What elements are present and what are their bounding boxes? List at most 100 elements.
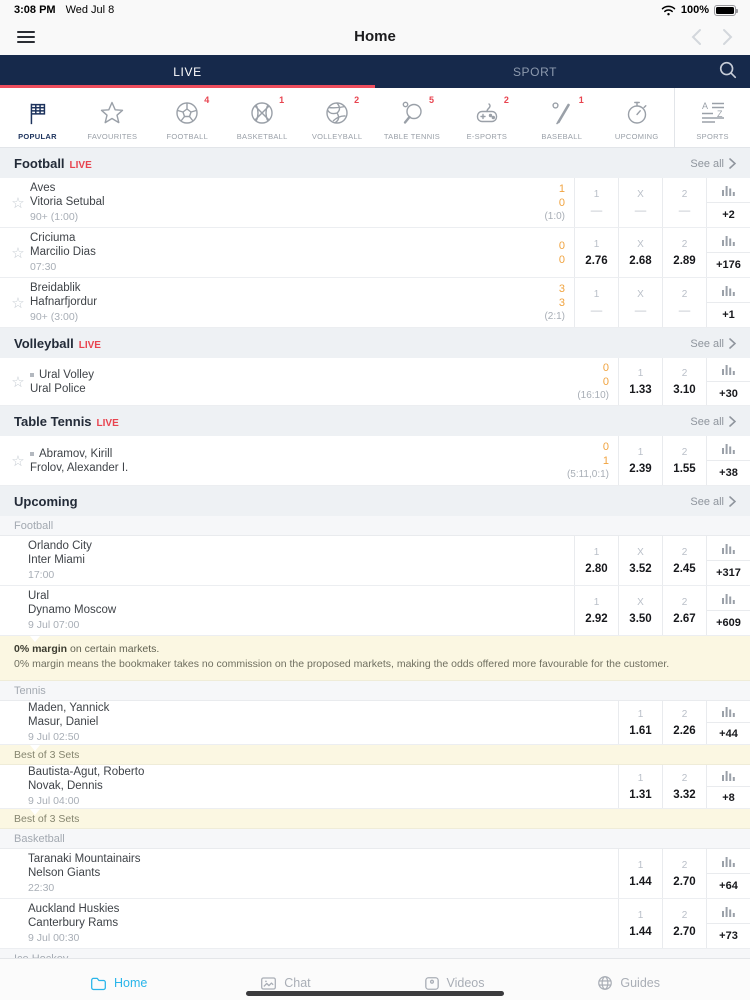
more-markets-button[interactable]: +64 xyxy=(706,849,750,898)
odds-2[interactable]: 2 2.45 xyxy=(662,536,706,585)
match-row[interactable]: ☆ Breidablik Hafnarfjordur 90+ (3:00) 3 … xyxy=(0,278,750,328)
markets-chart-icon xyxy=(707,178,750,203)
see-all-link[interactable]: See all xyxy=(690,158,736,170)
odds-1[interactable]: 1— xyxy=(574,178,618,227)
category-favourites[interactable]: FAVOURITES xyxy=(75,88,150,147)
match-row[interactable]: Bautista-Agut, Roberto Novak, Dennis 9 J… xyxy=(0,765,750,809)
team-home: Auckland Huskies xyxy=(28,903,120,915)
favourite-star-icon[interactable]: ☆ xyxy=(11,294,25,312)
category-volleyball[interactable]: 2 VOLLEYBALL xyxy=(311,94,363,141)
category-football[interactable]: 4 FOOTBALL xyxy=(166,94,210,141)
tab-guides[interactable]: Guides xyxy=(597,966,660,1000)
match-time: 9 Jul 00:30 xyxy=(28,932,80,944)
match-row[interactable]: Maden, Yannick Masur, Daniel 9 Jul 02:50… xyxy=(0,701,750,745)
more-markets-button[interactable]: +8 xyxy=(706,765,750,808)
odds-1[interactable]: 1 1.33 xyxy=(618,358,662,405)
more-markets-button[interactable]: +30 xyxy=(706,358,750,405)
odds-x[interactable]: X 3.50 xyxy=(618,586,662,635)
tab-home[interactable]: Home xyxy=(90,966,147,1000)
zero-margin-note: 0% margin on certain markets. 0% margin … xyxy=(0,636,750,681)
see-all-link[interactable]: See all xyxy=(690,338,736,350)
odds-2[interactable]: 2 2.67 xyxy=(662,586,706,635)
markets-chart-icon xyxy=(707,765,750,787)
bottom-tab-bar: Home Chat Videos Guides xyxy=(0,958,750,1000)
category-upcoming[interactable]: UPCOMING xyxy=(599,88,674,147)
favourite-star-icon[interactable]: ☆ xyxy=(11,244,25,262)
match-row[interactable]: ☆ Aves Vitoria Setubal 90+ (1:00) 1 0 (1… xyxy=(0,178,750,228)
note-caret xyxy=(30,636,40,642)
team-home: Orlando City xyxy=(28,540,92,552)
odds-x[interactable]: X — xyxy=(618,278,662,327)
match-row[interactable]: Ural Dynamo Moscow 9 Jul 07:00 1 2.92 X 3.… xyxy=(0,586,750,636)
odds-2[interactable]: 2 2.89 xyxy=(662,228,706,277)
gamepad-icon: 2 xyxy=(473,95,509,128)
markets-count: +609 xyxy=(716,617,741,629)
odds-1[interactable]: 1— xyxy=(574,278,618,327)
back-chevron-icon[interactable] xyxy=(690,28,702,46)
odds-x[interactable]: X — xyxy=(618,178,662,227)
category-popular[interactable]: POPULAR xyxy=(0,88,75,147)
match-row[interactable]: Orlando City Inter Miami 17:00 1 2.80 X 3.… xyxy=(0,536,750,586)
odds-2[interactable]: 2 2.70 xyxy=(662,899,706,948)
match-row[interactable]: Auckland Huskies Canterbury Rams 9 Jul 0… xyxy=(0,899,750,949)
more-markets-button[interactable]: +317 xyxy=(706,536,750,585)
tab-sport[interactable]: SPORT xyxy=(512,64,558,79)
battery-icon xyxy=(714,4,738,16)
team-home: Criciuma xyxy=(30,232,76,244)
odds-2[interactable]: 2 3.32 xyxy=(662,765,706,808)
odds-x[interactable]: X 2.68 xyxy=(618,228,662,277)
more-markets-button[interactable]: +176 xyxy=(706,228,750,277)
markets-chart-icon xyxy=(707,701,750,723)
odds-2[interactable]: 2 2.26 xyxy=(662,701,706,744)
see-all-link[interactable]: See all xyxy=(690,416,736,428)
odds-1[interactable]: 1 2.76 xyxy=(574,228,618,277)
see-all-link[interactable]: See all xyxy=(690,496,736,508)
category-esports[interactable]: 2 E-SPORTS xyxy=(466,94,509,141)
sport-subheader-football: Football xyxy=(0,516,750,536)
more-markets-button[interactable]: +1 xyxy=(706,278,750,327)
more-markets-button[interactable]: +609 xyxy=(706,586,750,635)
more-markets-button[interactable]: +73 xyxy=(706,899,750,948)
odds-2[interactable]: 2— xyxy=(662,178,706,227)
more-markets-button[interactable]: +38 xyxy=(706,436,750,485)
tab-live[interactable]: LIVE xyxy=(173,64,202,79)
odds-2[interactable]: 2— xyxy=(662,278,706,327)
favourite-star-icon[interactable]: ☆ xyxy=(11,373,25,391)
odds-2[interactable]: 2 2.70 xyxy=(662,849,706,898)
category-basketball[interactable]: 1 BASKETBALL xyxy=(236,94,288,141)
tab-chat[interactable]: Chat xyxy=(260,966,311,1000)
odds-1[interactable]: 1 1.31 xyxy=(618,765,662,808)
odds-2[interactable]: 2 1.55 xyxy=(662,436,706,485)
odds-1[interactable]: 1 1.61 xyxy=(618,701,662,744)
match-row[interactable]: ☆ Abramov, Kirill Frolov, Alexander I. 0… xyxy=(0,436,750,486)
odds-1[interactable]: 1 2.39 xyxy=(618,436,662,485)
category-baseball[interactable]: 1 BASEBALL xyxy=(541,94,584,141)
category-table-tennis[interactable]: 5 TABLE TENNIS xyxy=(383,94,441,141)
favourite-star-icon[interactable]: ☆ xyxy=(11,194,25,212)
markets-count: +44 xyxy=(719,727,738,740)
more-markets-button[interactable]: +44 xyxy=(706,701,750,744)
odds-1[interactable]: 1 1.44 xyxy=(618,899,662,948)
more-markets-button[interactable]: +2 xyxy=(706,178,750,227)
badge-count: 5 xyxy=(428,94,434,105)
match-row[interactable]: ☆ Criciuma Marcilio Dias 07:30 0 0 1 2.76… xyxy=(0,228,750,278)
menu-icon[interactable] xyxy=(16,29,36,45)
odds-2[interactable]: 2 3.10 xyxy=(662,358,706,405)
odds-1[interactable]: 1 1.44 xyxy=(618,849,662,898)
tab-videos[interactable]: Videos xyxy=(424,966,485,1000)
team-away: Ural Police xyxy=(30,382,86,395)
match-time: 22:30 xyxy=(28,882,55,894)
markets-chart-icon xyxy=(707,358,750,382)
match-row[interactable]: Taranaki Mountainairs Nelson Giants 22:3… xyxy=(0,849,750,899)
odds-x[interactable]: X 3.52 xyxy=(618,536,662,585)
markets-count: +317 xyxy=(716,567,741,579)
home-indicator[interactable] xyxy=(246,991,504,996)
team-home: Abramov, Kirill xyxy=(30,447,567,461)
forward-chevron-icon[interactable] xyxy=(722,28,734,46)
search-icon[interactable] xyxy=(718,60,738,80)
odds-1[interactable]: 1 2.92 xyxy=(574,586,618,635)
favourite-star-icon[interactable]: ☆ xyxy=(11,452,25,470)
odds-1[interactable]: 1 2.80 xyxy=(574,536,618,585)
